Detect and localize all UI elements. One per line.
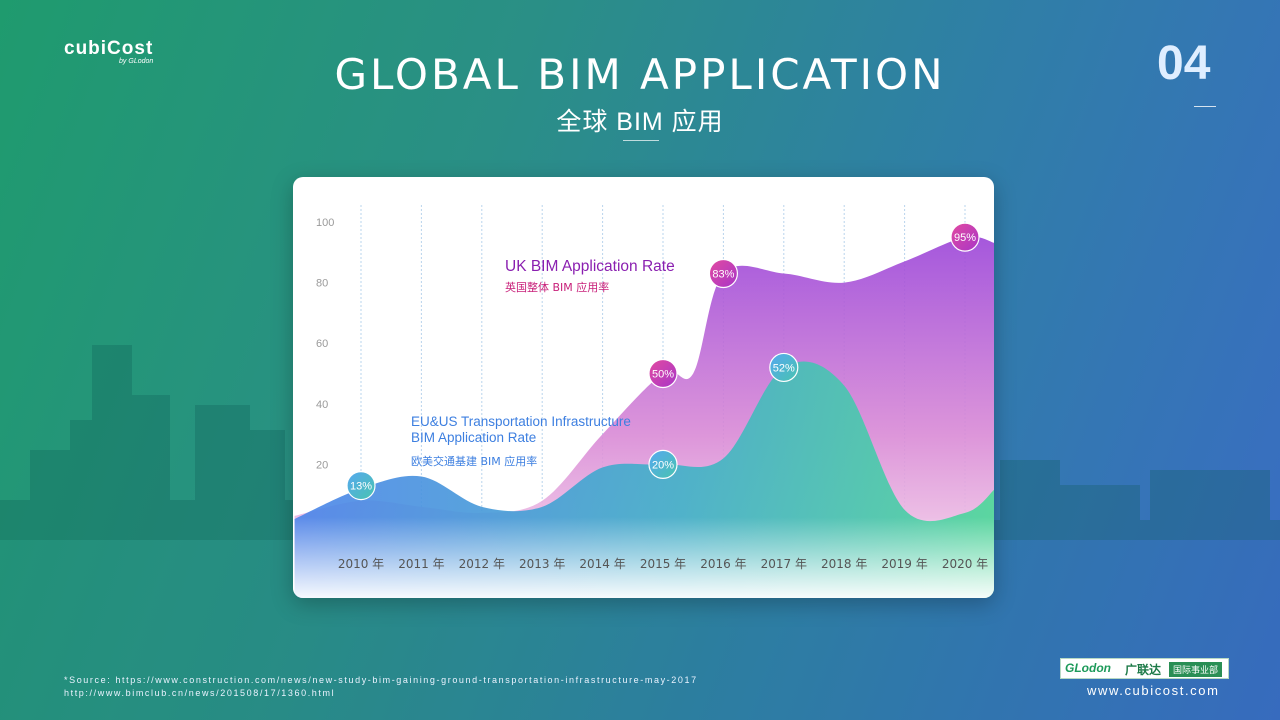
glodon-cn: 广联达 [1125, 663, 1162, 677]
x-tick-label: 2014 年 [579, 557, 625, 571]
data-point-label: 95% [954, 232, 976, 244]
bottom-fade [293, 517, 994, 598]
x-tick-label: 2016 年 [700, 557, 746, 571]
x-tick-label: 2019 年 [881, 557, 927, 571]
source-line-1: *Source: https://www.construction.com/ne… [64, 675, 698, 685]
data-point-label: 50% [652, 369, 674, 381]
eu-series-subtitle: 欧美交通基建 BIM 应用率 [411, 454, 537, 468]
source-citation: *Source: https://www.construction.com/ne… [64, 674, 698, 700]
data-point-marker [648, 449, 678, 479]
x-tick-label: 2012 年 [459, 557, 505, 571]
x-tick-label: 2017 年 [761, 557, 807, 571]
cubicost-logo: cubiCost by GLodon [64, 38, 153, 65]
uk-series-title: UK BIM Application Rate [505, 258, 675, 275]
glodon-brand: GLodon [1065, 661, 1111, 675]
x-axis-ticks: 2010 年 2011 年 2012 年 2013 年 2014 年 2015 年 2016… [338, 557, 988, 571]
y-tick-label: 60 [316, 338, 328, 350]
glodon-badge: GLodon 广联达 国际事业部 [1060, 658, 1229, 679]
y-tick-label: 20 [316, 459, 328, 471]
page-number-divider [1194, 106, 1216, 107]
data-point-label: 20% [652, 459, 674, 471]
data-point-marker [346, 471, 376, 501]
x-tick-label: 2010 年 [338, 557, 384, 571]
eu-series-title-line1: EU&US Transportation Infrastructure [411, 414, 631, 429]
page-subtitle: 全球 BIM 应用 [556, 108, 724, 136]
logo-byline: by GLodon [119, 58, 154, 65]
y-tick-label: 100 [316, 217, 334, 229]
page-title: GLOBAL BIM APPLICATION [334, 50, 946, 99]
data-point-label: 52% [773, 362, 795, 374]
source-line-2: http://www.bimclub.cn/news/201508/17/136… [64, 688, 336, 698]
chart-card: 100 80 60 40 20 2010 年 2011 年 2012 年 2013 年 2014… [293, 177, 994, 598]
eu-series-title-line2: BIM Application Rate [411, 430, 536, 445]
data-point-marker [648, 358, 678, 389]
x-tick-label: 2013 年 [519, 557, 565, 571]
data-point-label: 83% [712, 269, 734, 281]
y-tick-label: 40 [316, 399, 328, 411]
subtitle-divider [623, 140, 659, 141]
data-markers: 50% 83% 95% 13% 20% 52% [346, 222, 980, 501]
uk-series-subtitle: 英国整体 BIM 应用率 [505, 280, 609, 294]
data-point-label: 13% [350, 481, 372, 493]
page-number: 04 [1157, 37, 1211, 90]
website-link[interactable]: www.cubicost.com [1087, 683, 1220, 698]
y-axis-ticks: 100 80 60 40 20 [316, 217, 334, 471]
glodon-tag: 国际事业部 [1169, 662, 1223, 677]
x-tick-label: 2011 年 [398, 557, 444, 571]
x-tick-label: 2015 年 [640, 557, 686, 571]
x-tick-label: 2020 年 [942, 557, 988, 571]
logo-text: cubiCost [64, 38, 154, 59]
x-tick-label: 2018 年 [821, 557, 867, 571]
data-point-marker [769, 352, 799, 383]
bim-area-chart: 100 80 60 40 20 2010 年 2011 年 2012 年 2013 年 2014… [293, 205, 994, 598]
data-point-marker [950, 222, 980, 252]
data-point-marker [708, 258, 738, 289]
y-tick-label: 80 [316, 278, 328, 290]
